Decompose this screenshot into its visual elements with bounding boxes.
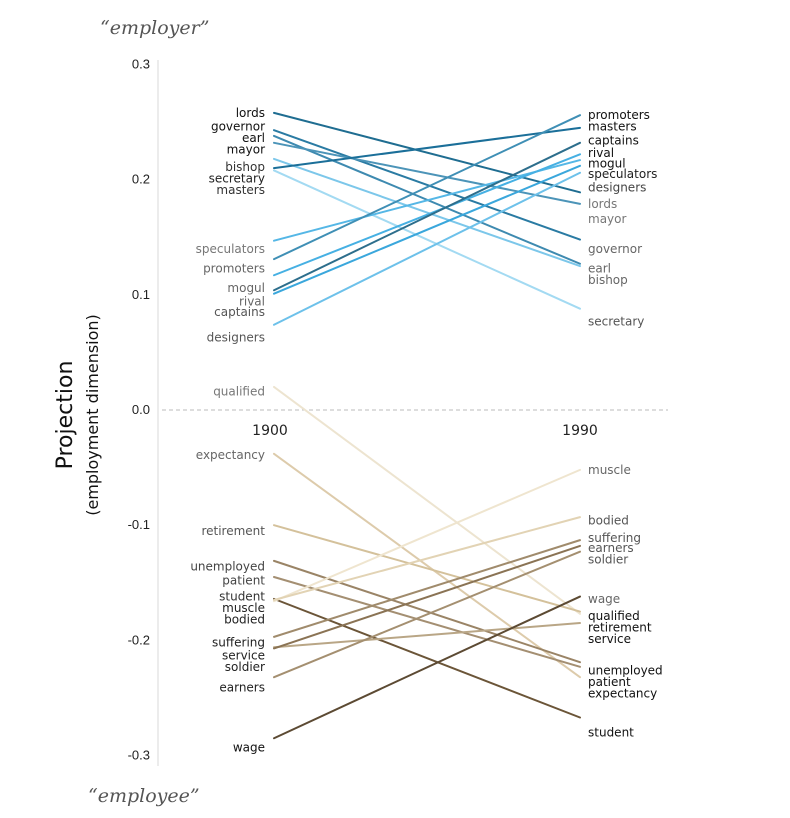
label-1900-masters: masters xyxy=(216,183,265,197)
label-1900-speculators: speculators xyxy=(196,242,265,256)
y-tick-0-3: -0.3 xyxy=(128,748,150,763)
label-1990-earners: earners xyxy=(588,541,634,555)
label-1990-soldier: soldier xyxy=(588,553,628,567)
y-axis-title: Projection xyxy=(53,361,78,470)
label-1990-governor: governor xyxy=(588,242,642,256)
label-1990-designers: designers xyxy=(588,181,646,195)
label-1900-suffering: suffering xyxy=(212,636,265,650)
label-1990-unemployed: unemployed xyxy=(588,663,663,677)
label-1990-bishop: bishop xyxy=(588,273,628,287)
x-label-1900: 1900 xyxy=(252,423,288,439)
label-1900-student: student xyxy=(219,590,265,604)
labels-1990: promotersmasterscaptainsrivalmogulspecul… xyxy=(588,108,663,739)
series-lines xyxy=(273,111,581,740)
label-1990-muscle: muscle xyxy=(588,463,631,477)
label-1990-mogul: mogul xyxy=(588,157,626,171)
label-1990-earl: earl xyxy=(588,261,611,275)
series-line-earners xyxy=(273,550,581,679)
label-1900-governor: governor xyxy=(211,120,265,134)
label-1900-mayor: mayor xyxy=(227,143,265,157)
employee-pole-label: “employee” xyxy=(88,785,200,807)
series-line-unemployed xyxy=(273,559,581,664)
label-1990-speculators: speculators xyxy=(588,167,657,181)
series-line-promoters xyxy=(273,114,581,261)
label-1990-suffering: suffering xyxy=(588,531,641,545)
label-1900-lords: lords xyxy=(236,106,265,120)
y-tick-0-2: 0.2 xyxy=(132,172,150,187)
label-1990-mayor: mayor xyxy=(588,212,626,226)
series-line-designers xyxy=(273,171,581,326)
series-line-bishop xyxy=(273,157,581,268)
label-1990-captains: captains xyxy=(588,134,639,148)
series-line-soldier xyxy=(273,544,581,650)
label-1900-soldier: soldier xyxy=(225,660,265,674)
label-1990-masters: masters xyxy=(588,120,637,134)
y-axis-subtitle: (employment dimension) xyxy=(83,314,102,516)
label-1900-earl: earl xyxy=(242,131,265,145)
label-1990-service: service xyxy=(588,632,631,646)
y-tick-labels: 0.3 0.2 0.1 0.0 -0.1 -0.2 -0.3 xyxy=(128,56,150,762)
label-1990-promoters: promoters xyxy=(588,108,650,122)
series-line-captains xyxy=(273,164,581,295)
series-line-rival xyxy=(273,141,581,292)
label-1900-bishop: bishop xyxy=(225,160,265,174)
series-line-wage xyxy=(273,595,581,740)
y-tick-0-2: -0.2 xyxy=(128,632,150,647)
series-line-suffering xyxy=(273,539,581,638)
label-1900-promoters: promoters xyxy=(203,261,265,275)
label-1990-expectancy: expectancy xyxy=(588,686,657,700)
label-1900-retirement: retirement xyxy=(201,524,265,538)
series-line-patient xyxy=(273,575,581,668)
label-1990-bodied: bodied xyxy=(588,514,629,528)
x-label-1990: 1990 xyxy=(562,423,598,439)
series-line-student xyxy=(273,597,581,719)
label-1990-lords: lords xyxy=(588,197,617,211)
label-1990-patient: patient xyxy=(588,675,631,689)
label-1900-wage: wage xyxy=(233,740,265,754)
label-1990-student: student xyxy=(588,725,634,739)
label-1990-retirement: retirement xyxy=(588,621,652,635)
employer-pole-label: “employer” xyxy=(100,17,209,39)
series-line-expectancy xyxy=(273,452,581,679)
label-1900-qualified: qualified xyxy=(213,385,265,399)
label-1900-secretary: secretary xyxy=(209,172,265,186)
label-1990-qualified: qualified xyxy=(588,609,640,623)
label-1900-bodied: bodied xyxy=(224,613,265,627)
series-line-retirement xyxy=(273,524,581,613)
series-line-mayor xyxy=(273,141,581,205)
label-1900-captains: captains xyxy=(214,305,265,319)
series-line-service xyxy=(273,622,581,649)
series-line-muscle xyxy=(273,468,581,603)
label-1990-secretary: secretary xyxy=(588,314,644,328)
y-tick-0-3: 0.3 xyxy=(132,56,150,71)
series-line-governor xyxy=(273,129,581,241)
y-tick-0-1: -0.1 xyxy=(128,517,150,532)
label-1900-unemployed: unemployed xyxy=(190,560,265,574)
series-line-lords xyxy=(273,111,581,194)
label-1900-mogul: mogul xyxy=(227,281,265,295)
label-1900-earners: earners xyxy=(219,681,265,695)
y-axis-title-group: Projection (employment dimension) xyxy=(53,314,102,516)
y-tick-0-1: 0.1 xyxy=(132,287,150,302)
series-line-qualified xyxy=(273,385,581,615)
label-1900-service: service xyxy=(222,648,265,662)
label-1900-designers: designers xyxy=(207,330,265,344)
label-1900-expectancy: expectancy xyxy=(196,448,265,462)
label-1900-rival: rival xyxy=(239,295,265,309)
label-1900-muscle: muscle xyxy=(222,601,265,615)
series-line-mogul xyxy=(273,153,581,277)
series-line-secretary xyxy=(273,169,581,310)
series-line-bodied xyxy=(273,516,581,602)
label-1990-wage: wage xyxy=(588,592,620,606)
y-tick-0-0: 0.0 xyxy=(132,402,150,417)
series-line-masters xyxy=(273,126,581,170)
label-1900-patient: patient xyxy=(222,573,265,587)
label-1990-rival: rival xyxy=(588,146,614,160)
